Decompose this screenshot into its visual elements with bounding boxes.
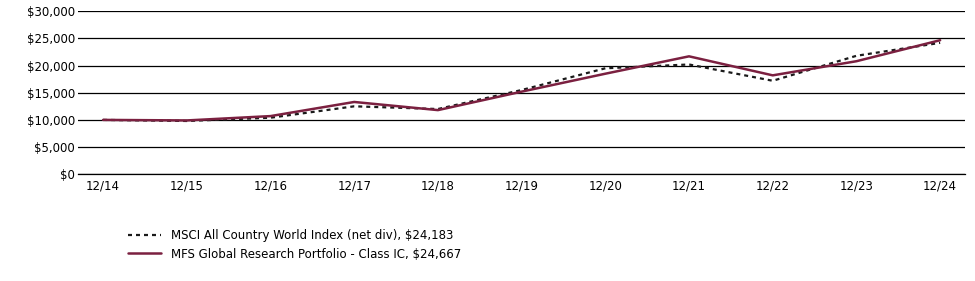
MFS Global Research Portfolio - Class IC, $24,667 [181,119,193,122]
Legend: MSCI All Country World Index (net div), $24,183, MFS Global Research Portfolio -: MSCI All Country World Index (net div), … [129,229,461,261]
MFS Global Research Portfolio - Class IC, $24,667 [264,114,276,118]
MSCI All Country World Index (net div), $24,183 [98,118,109,122]
MFS Global Research Portfolio - Class IC, $24,667 [432,108,444,112]
Line: MFS Global Research Portfolio - Class IC, $24,667: MFS Global Research Portfolio - Class IC… [103,40,940,121]
MFS Global Research Portfolio - Class IC, $24,667 [683,55,695,58]
MFS Global Research Portfolio - Class IC, $24,667 [516,90,527,93]
MSCI All Country World Index (net div), $24,183 [683,63,695,66]
MSCI All Country World Index (net div), $24,183 [348,105,360,108]
MFS Global Research Portfolio - Class IC, $24,667 [600,72,611,75]
MSCI All Country World Index (net div), $24,183 [432,107,444,111]
MFS Global Research Portfolio - Class IC, $24,667 [934,38,946,42]
MFS Global Research Portfolio - Class IC, $24,667 [348,100,360,104]
Line: MSCI All Country World Index (net div), $24,183: MSCI All Country World Index (net div), … [103,43,940,121]
MFS Global Research Portfolio - Class IC, $24,667 [98,118,109,122]
MSCI All Country World Index (net div), $24,183 [850,54,862,58]
MSCI All Country World Index (net div), $24,183 [181,119,193,123]
MFS Global Research Portfolio - Class IC, $24,667 [850,60,862,63]
MSCI All Country World Index (net div), $24,183 [516,88,527,92]
MSCI All Country World Index (net div), $24,183 [264,116,276,119]
MSCI All Country World Index (net div), $24,183 [934,41,946,44]
MFS Global Research Portfolio - Class IC, $24,667 [767,74,779,77]
MSCI All Country World Index (net div), $24,183 [600,67,611,70]
MSCI All Country World Index (net div), $24,183 [767,79,779,82]
